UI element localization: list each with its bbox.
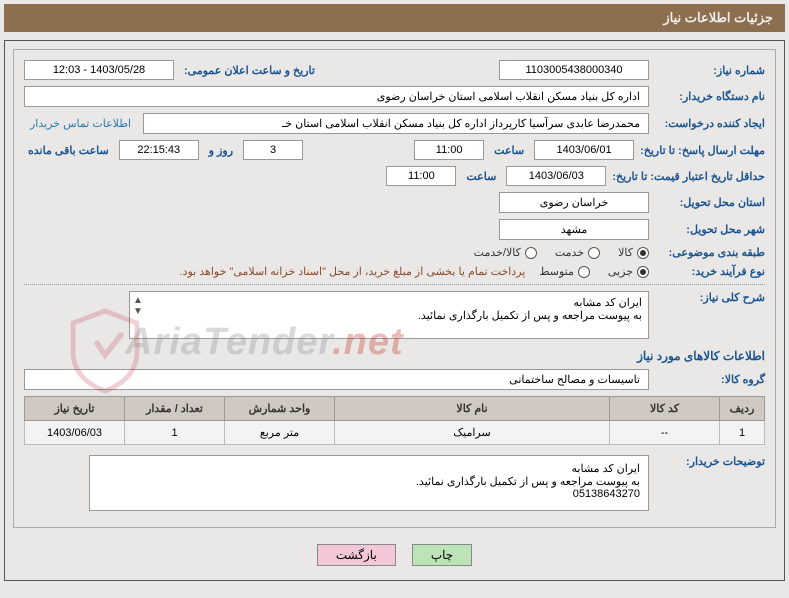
purchase-radio-group: جزیی متوسط (539, 265, 649, 278)
purchase-radio-medium[interactable] (578, 266, 590, 278)
footer-buttons: چاپ بازگشت (13, 538, 776, 572)
deadline-label: مهلت ارسال پاسخ: تا تاریخ: (640, 144, 765, 157)
goods-section-title: اطلاعات کالاهای مورد نیاز (24, 349, 765, 363)
category-radio-service[interactable] (588, 247, 600, 259)
col-qty: تعداد / مقدار (125, 397, 225, 421)
goods-table: ردیف کد کالا نام کالا واحد شمارش تعداد /… (24, 396, 765, 445)
buyer-notes-box: ایران کد مشابه به پیوست مراجعه و پس از ت… (89, 455, 649, 511)
details-panel: شماره نیاز: 1103005438000340 تاریخ و ساع… (13, 49, 776, 528)
buyer-notes-label: توضیحات خریدار: (655, 455, 765, 468)
deadline-days: 3 (243, 140, 303, 160)
col-unit: واحد شمارش (225, 397, 335, 421)
page-title: جزئیات اطلاعات نیاز (4, 4, 785, 32)
col-date: تاریخ نیاز (25, 397, 125, 421)
scroll-indicator-icon: ▲▼ (133, 295, 143, 317)
table-row: 1 -- سرامیک متر مربع 1 1403/06/03 (25, 421, 765, 445)
deadline-time-label: ساعت (490, 144, 528, 157)
goods-group-value: تاسیسات و مصالح ساختمانی (24, 369, 649, 390)
goods-group-label: گروه کالا: (655, 373, 765, 386)
delivery-province-label: استان محل تحویل: (655, 196, 765, 209)
validity-label: حداقل تاریخ اعتبار قیمت: تا تاریخ: (612, 170, 765, 183)
validity-time: 11:00 (386, 166, 456, 186)
announce-value: 1403/05/28 - 12:03 (24, 60, 174, 80)
summary-textarea[interactable]: ▲▼ ایران کد مشابه به پیوست مراجعه و پس ا… (129, 291, 649, 339)
need-number-label: شماره نیاز: (655, 64, 765, 77)
announce-label: تاریخ و ساعت اعلان عمومی: (180, 64, 319, 77)
delivery-province-value: خراسان رضوی (499, 192, 649, 213)
buyer-org-label: نام دستگاه خریدار: (655, 90, 765, 103)
validity-date: 1403/06/03 (506, 166, 606, 186)
main-panel: AriaTender.net شماره نیاز: 1103005438000… (4, 40, 785, 581)
col-row: ردیف (720, 397, 765, 421)
back-button[interactable]: بازگشت (317, 544, 396, 566)
summary-label: شرح کلی نیاز: (655, 291, 765, 304)
validity-time-label: ساعت (462, 170, 500, 183)
col-name: نام کالا (335, 397, 610, 421)
buyer-org-value: اداره کل بنیاد مسکن انقلاب اسلامی استان … (24, 86, 649, 107)
deadline-remaining-label: ساعت باقی مانده (24, 144, 113, 157)
category-label: طبقه بندی موضوعی: (655, 246, 765, 259)
category-radio-group: کالا خدمت کالا/خدمت (474, 246, 649, 259)
requester-label: ایجاد کننده درخواست: (655, 117, 765, 130)
purchase-radio-minor[interactable] (637, 266, 649, 278)
delivery-city-label: شهر محل تحویل: (655, 223, 765, 236)
purchase-type-label: نوع فرآیند خرید: (655, 265, 765, 278)
delivery-city-value: مشهد (499, 219, 649, 240)
print-button[interactable]: چاپ (412, 544, 472, 566)
funding-note: پرداخت تمام یا بخشی از مبلغ خرید، از محل… (180, 265, 534, 278)
col-code: کد کالا (610, 397, 720, 421)
deadline-remaining: 22:15:43 (119, 140, 199, 160)
category-radio-goods-service[interactable] (525, 247, 537, 259)
category-radio-goods[interactable] (637, 247, 649, 259)
requester-value: محمدرضا عابدی سرآسیا کارپرداز اداره کل ب… (143, 113, 649, 134)
need-number-value: 1103005438000340 (499, 60, 649, 80)
deadline-date: 1403/06/01 (534, 140, 634, 160)
deadline-time: 11:00 (414, 140, 484, 160)
deadline-days-label: روز و (205, 144, 237, 157)
buyer-contact-link[interactable]: اطلاعات تماس خریدار (24, 117, 137, 130)
